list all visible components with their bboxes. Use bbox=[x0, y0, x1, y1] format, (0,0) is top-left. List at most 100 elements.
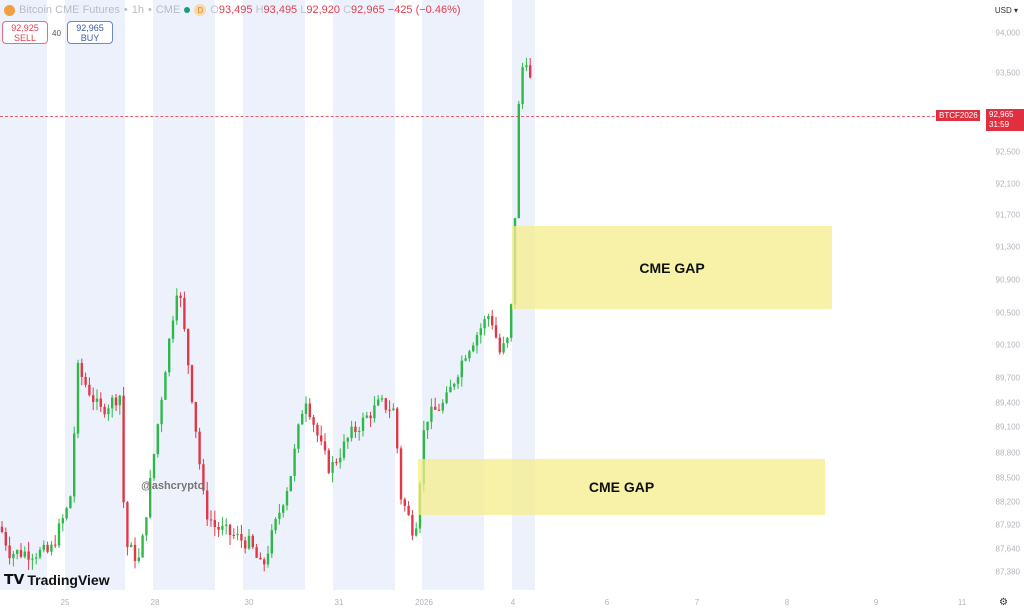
candle-body bbox=[437, 409, 441, 411]
candle-body bbox=[19, 550, 23, 557]
price-tick: 89,400 bbox=[995, 398, 1020, 408]
candle-body bbox=[152, 454, 156, 479]
candle-body bbox=[76, 362, 80, 434]
candle-body bbox=[126, 502, 129, 548]
cme-gap-upper[interactable]: CME GAP bbox=[512, 226, 832, 309]
candle-body bbox=[358, 430, 361, 432]
settings-icon[interactable]: ⚙ bbox=[999, 597, 1008, 608]
delayed-badge: D bbox=[194, 4, 207, 16]
candle-body bbox=[453, 383, 456, 387]
candle-body bbox=[221, 525, 224, 530]
candle-body bbox=[529, 65, 532, 78]
candle-body bbox=[285, 491, 289, 506]
candle-body bbox=[46, 544, 49, 552]
current-price-line bbox=[0, 116, 980, 117]
candle-body bbox=[361, 417, 365, 431]
buy-button[interactable]: 92,965 BUY bbox=[67, 21, 113, 44]
candle-body bbox=[202, 464, 205, 491]
price-tick: 87,380 bbox=[995, 567, 1020, 577]
candle-body bbox=[217, 527, 220, 530]
candle-body bbox=[339, 457, 342, 463]
candle-body bbox=[403, 499, 406, 506]
tradingview-logo: 𝗧𝗩 TradingView bbox=[4, 571, 110, 588]
candle-body bbox=[327, 450, 330, 473]
candle-body bbox=[194, 402, 197, 432]
market-status-icon bbox=[184, 7, 191, 13]
candle-body bbox=[57, 523, 61, 546]
candle-body bbox=[164, 372, 167, 400]
candle-body bbox=[346, 438, 349, 442]
candle-body bbox=[392, 408, 395, 411]
candle-body bbox=[175, 295, 178, 321]
spread: 40 bbox=[52, 29, 61, 38]
candle-body bbox=[145, 517, 148, 536]
candle-body bbox=[460, 360, 463, 378]
candle-body bbox=[95, 398, 99, 402]
candle-body bbox=[137, 557, 140, 561]
session-shade bbox=[0, 0, 47, 590]
candle-body bbox=[114, 397, 118, 406]
candle-body bbox=[342, 441, 346, 458]
candle-body bbox=[130, 544, 133, 548]
candle-body bbox=[468, 351, 471, 359]
candle-body bbox=[289, 476, 292, 492]
sell-button[interactable]: 92,925 SELL bbox=[2, 21, 48, 44]
candlestick-series bbox=[0, 57, 532, 572]
candle-body bbox=[369, 415, 372, 419]
candle-body bbox=[464, 358, 467, 361]
cme-gap-label: CME GAP bbox=[588, 479, 655, 495]
price-tick: 91,700 bbox=[995, 210, 1020, 220]
price-axis[interactable]: USD ▾ 94,000 93,500 92,500 92,100 91,700 91,3… bbox=[980, 0, 1024, 612]
candle-body bbox=[232, 534, 235, 536]
candle-body bbox=[263, 559, 266, 565]
candle-body bbox=[247, 535, 251, 549]
candle-body bbox=[35, 557, 38, 559]
candle-body bbox=[320, 435, 323, 442]
candle-body bbox=[388, 409, 391, 411]
candle-body bbox=[187, 329, 190, 366]
candle-body bbox=[373, 405, 376, 419]
candle-body bbox=[73, 433, 76, 497]
candle-body bbox=[31, 558, 34, 560]
candle-body bbox=[171, 320, 175, 339]
time-tick: 4 bbox=[510, 598, 516, 607]
price-tick: 89,700 bbox=[995, 373, 1020, 383]
candle-body bbox=[8, 545, 11, 559]
candle-body bbox=[16, 550, 19, 554]
price-tick: 90,100 bbox=[995, 340, 1020, 350]
candle-body bbox=[160, 399, 163, 425]
price-tick: 92,100 bbox=[995, 179, 1020, 189]
time-tick: 7 bbox=[694, 598, 700, 607]
cme-gap-label: CME GAP bbox=[639, 259, 705, 276]
currency-select[interactable]: USD ▾ bbox=[994, 6, 1018, 15]
candle-body bbox=[50, 544, 53, 552]
candle-body bbox=[251, 535, 254, 548]
candle-body bbox=[103, 406, 106, 415]
candle-body bbox=[304, 403, 308, 414]
tradingview-logo-icon: 𝗧𝗩 bbox=[4, 571, 25, 587]
candle-body bbox=[282, 505, 285, 513]
candle-body bbox=[88, 384, 91, 396]
candle-body bbox=[65, 508, 68, 519]
interval[interactable]: 1h bbox=[131, 4, 144, 16]
candle-body bbox=[380, 398, 384, 400]
candle-body bbox=[42, 544, 45, 550]
candle-body bbox=[449, 386, 452, 393]
candle-body bbox=[331, 461, 334, 473]
candle-body bbox=[209, 519, 213, 521]
candle-body bbox=[278, 512, 281, 519]
symbol-name[interactable]: Bitcoin CME Futures bbox=[19, 4, 120, 16]
candle-body bbox=[525, 65, 528, 68]
candle-body bbox=[149, 478, 152, 518]
candle-body bbox=[156, 424, 159, 455]
chart-area[interactable]: CME GAP CME GAP @ashcrypto BTCF2026 bbox=[0, 0, 980, 590]
candle-body bbox=[354, 426, 357, 432]
cme-gap-lower[interactable]: CME GAP bbox=[418, 459, 825, 515]
price-tick: 87,640 bbox=[995, 544, 1020, 554]
candle-body bbox=[517, 103, 520, 219]
candle-body bbox=[190, 365, 194, 403]
candle-body bbox=[61, 518, 64, 524]
candle-body bbox=[445, 392, 448, 403]
candle-body bbox=[84, 376, 87, 385]
watermark: @ashcrypto bbox=[141, 480, 205, 492]
